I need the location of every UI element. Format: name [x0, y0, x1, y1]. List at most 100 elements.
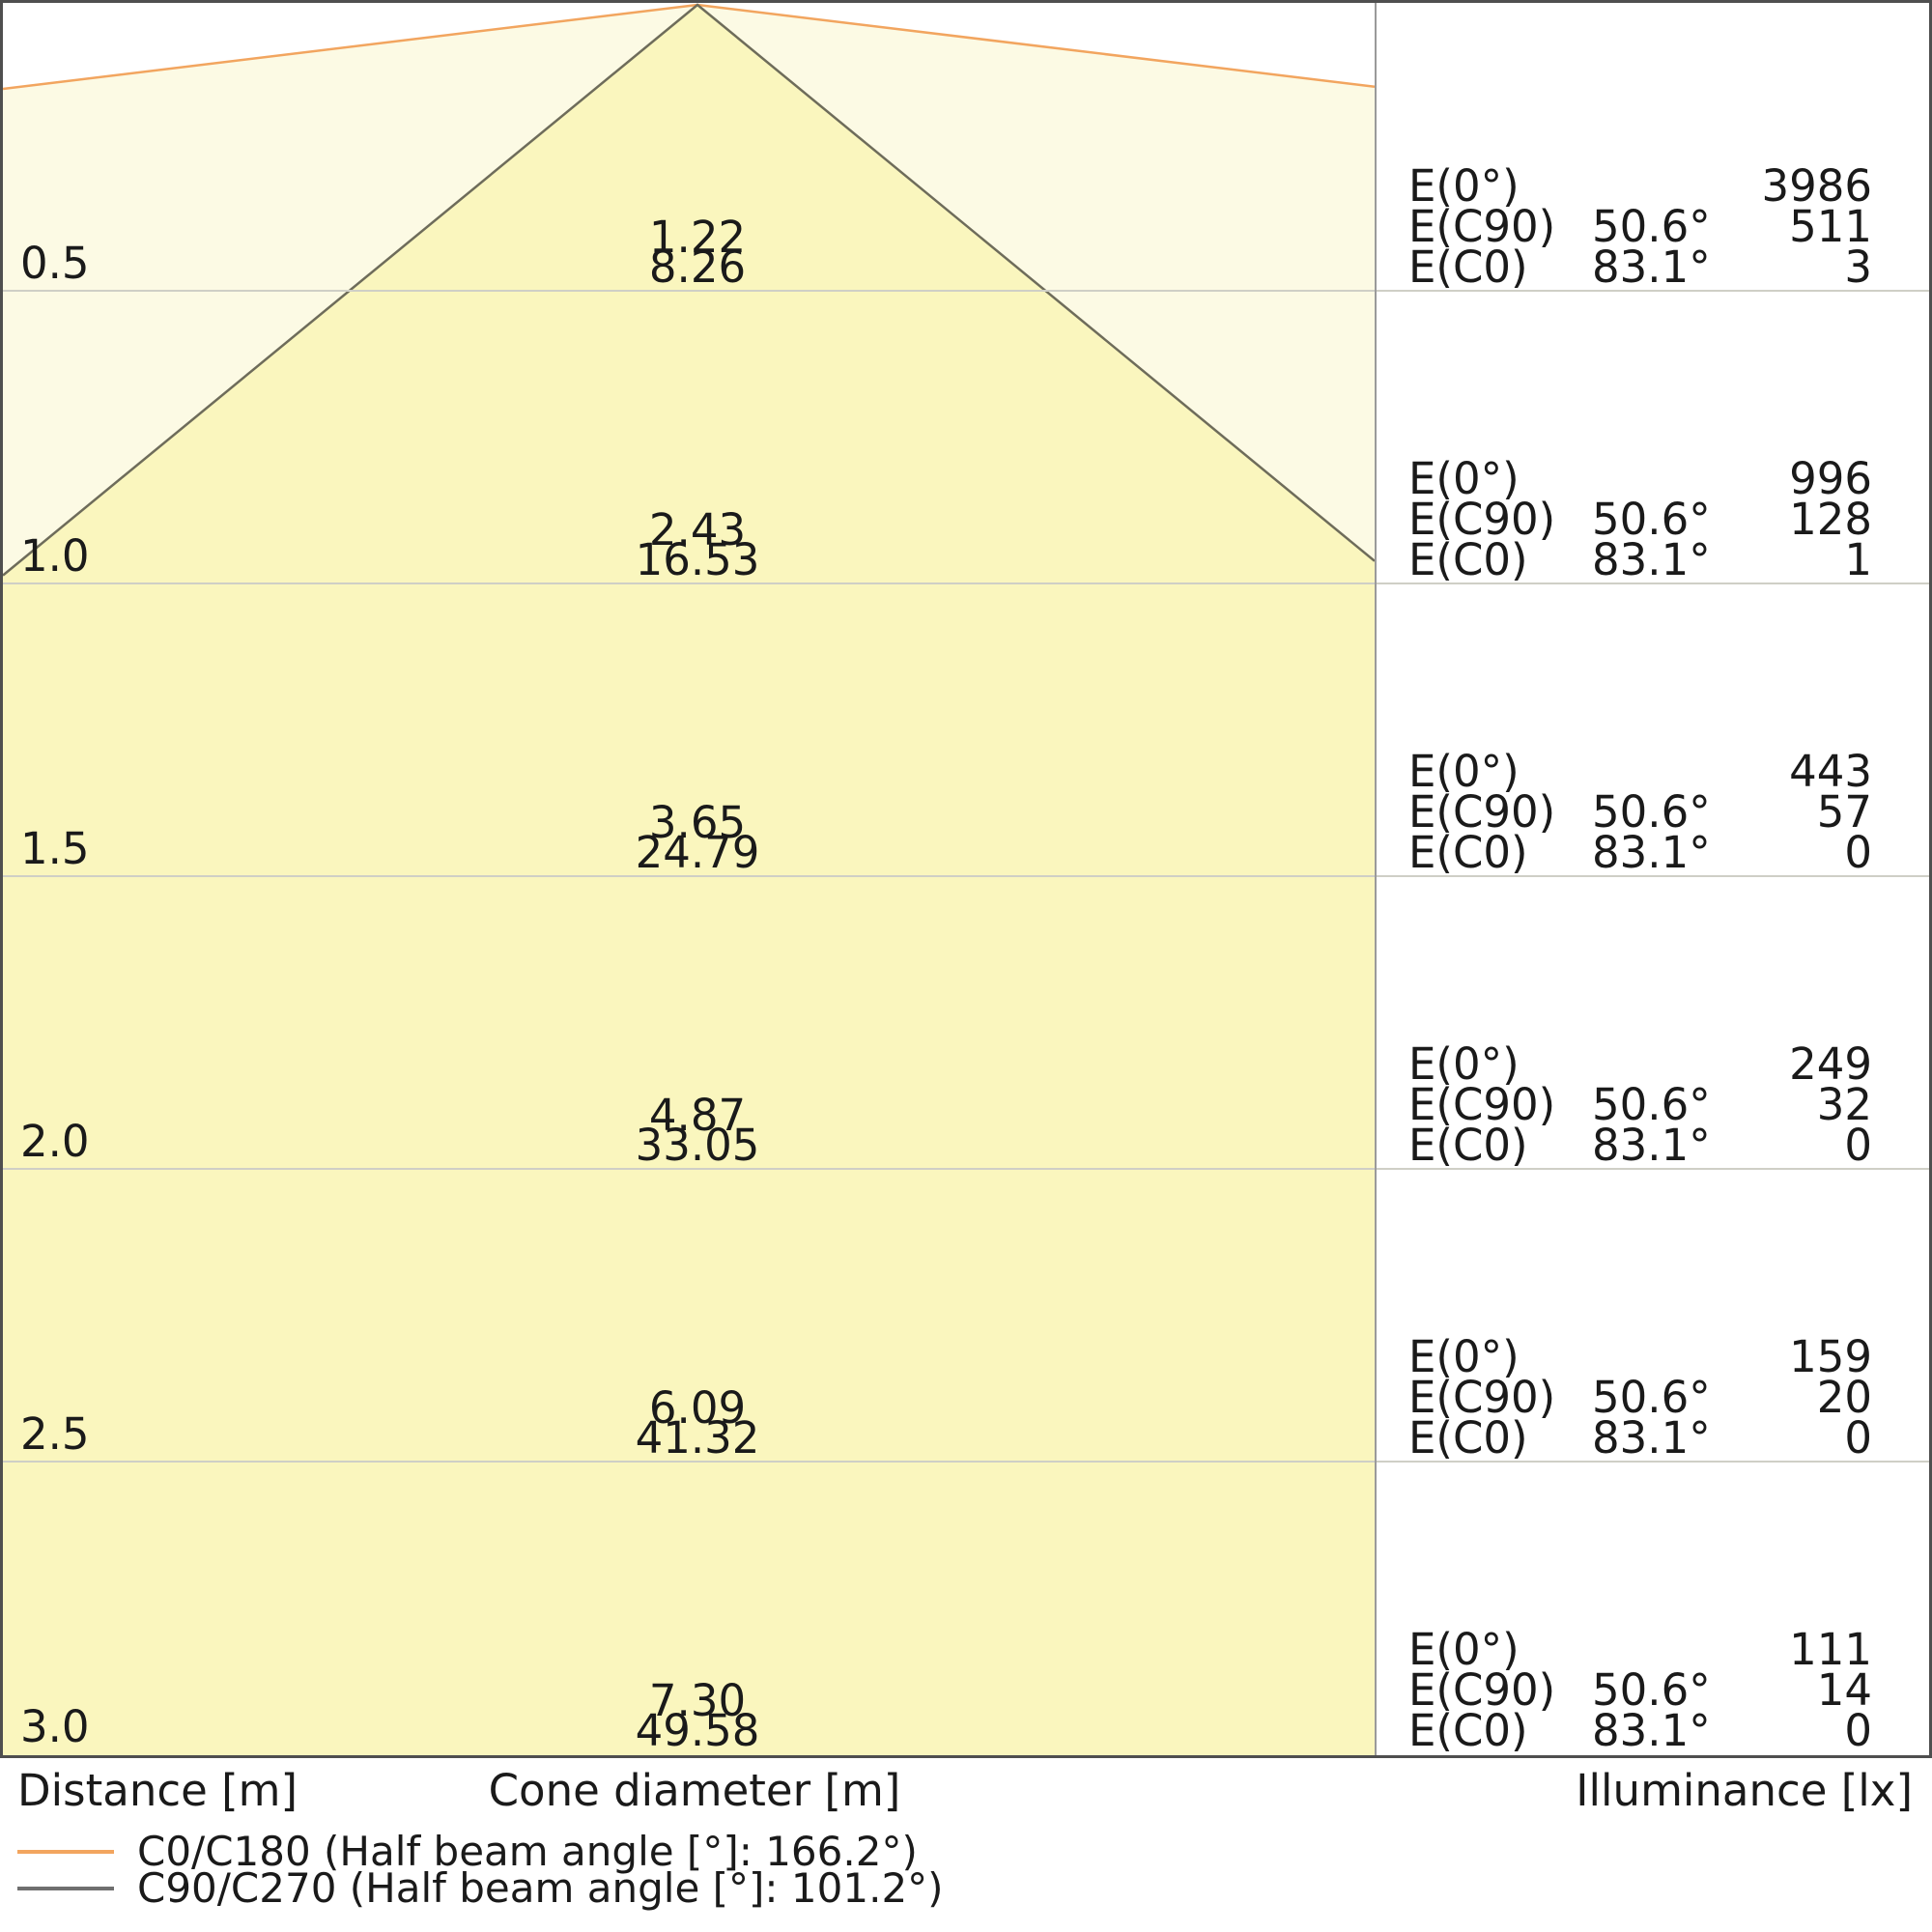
e-value: 0 — [1844, 1412, 1872, 1463]
e-angle: 50.6° — [1592, 1079, 1711, 1130]
e-angle: 50.6° — [1592, 786, 1711, 838]
e-label: E(C0) — [1408, 534, 1528, 585]
c90-line-swatch — [17, 1887, 114, 1890]
distance-row: 1.0 2.43 16.53 E(0°) 996 E(C90) 50.6° 12… — [3, 292, 1929, 584]
illuminance-line-e0: E(0°) 996 — [1408, 453, 1872, 504]
illuminance-line-ec90: E(C90) 50.6° 20 — [1408, 1372, 1872, 1423]
distance-row: 2.5 6.09 41.32 E(0°) 159 E(C90) 50.6° 20… — [3, 1170, 1929, 1463]
e-label: E(C0) — [1408, 827, 1528, 878]
axis-labels: Distance [m] Cone diameter [m] Illuminan… — [0, 1764, 1932, 1820]
cone-diameter-values: 2.43 16.53 — [635, 504, 760, 585]
e-angle: 83.1° — [1592, 1705, 1711, 1756]
illuminance-line-ec90: E(C90) 50.6° 57 — [1408, 786, 1872, 838]
cone-diameter-c90: 4.87 — [648, 1090, 747, 1141]
chart-box: 0.5 1.22 8.26 E(0°) 3986 E(C90) 50.6° 51… — [0, 0, 1932, 1758]
cone-diameter-values: 4.87 33.05 — [635, 1090, 760, 1171]
distance-label: 1.0 — [20, 530, 90, 582]
illuminance-line-ec0: E(C0) 83.1° 0 — [1408, 1705, 1872, 1756]
cone-diameter-c90: 1.22 — [648, 212, 747, 263]
e-label: E(0°) — [1408, 453, 1520, 504]
distance-label: 2.0 — [20, 1116, 90, 1167]
e-angle: 83.1° — [1592, 1120, 1711, 1171]
illuminance-axis-label: Illuminance [lx] — [1576, 1765, 1913, 1816]
distance-label: 2.5 — [20, 1408, 90, 1460]
e-label: E(C90) — [1408, 1079, 1556, 1130]
illuminance-line-ec90: E(C90) 50.6° 32 — [1408, 1079, 1872, 1130]
cone-diameter-c0: 24.79 — [635, 827, 760, 878]
e-label: E(C0) — [1408, 1412, 1528, 1463]
illuminance-block: E(0°) 249 E(C90) 50.6° 32 E(C0) 83.1° 0 — [1408, 1042, 1872, 1171]
e-value: 20 — [1816, 1372, 1872, 1423]
illuminance-block: E(0°) 111 E(C90) 50.6° 14 E(C0) 83.1° 0 — [1408, 1624, 1872, 1756]
e-value: 14 — [1816, 1664, 1872, 1716]
e-angle: 50.6° — [1592, 1664, 1711, 1716]
illuminance-block: E(0°) 159 E(C90) 50.6° 20 E(C0) 83.1° 0 — [1408, 1331, 1872, 1463]
e-angle: 83.1° — [1592, 827, 1711, 878]
e-label: E(C90) — [1408, 494, 1556, 545]
c0-line-swatch — [17, 1850, 114, 1854]
cone-diameter-c0: 33.05 — [635, 1120, 760, 1171]
e-angle: 50.6° — [1592, 201, 1711, 252]
c90-cone-fill — [3, 5, 1375, 1755]
illuminance-block: E(0°) 996 E(C90) 50.6° 128 E(C0) 83.1° 1 — [1408, 453, 1872, 585]
e-value: 0 — [1844, 827, 1872, 878]
illuminance-line-ec90: E(C90) 50.6° 511 — [1408, 201, 1872, 252]
cone-diameter-values: 7.30 49.58 — [635, 1675, 760, 1756]
cone-diameter-c0: 49.58 — [635, 1705, 760, 1756]
distance-row: 2.0 4.87 33.05 E(0°) 249 E(C90) 50.6° 32… — [3, 877, 1929, 1170]
distance-row: 1.5 3.65 24.79 E(0°) 443 E(C90) 50.6° 57… — [3, 584, 1929, 877]
cone-diameter-c90: 7.30 — [648, 1675, 747, 1726]
e-label: E(C90) — [1408, 1664, 1556, 1716]
cone-diameter-values: 1.22 8.26 — [648, 212, 747, 293]
illuminance-line-ec90: E(C90) 50.6° 14 — [1408, 1664, 1872, 1716]
e-value: 0 — [1844, 1705, 1872, 1756]
illuminance-line-e0: E(0°) 3986 — [1408, 160, 1872, 212]
illuminance-line-ec0: E(C0) 83.1° 1 — [1408, 534, 1872, 585]
e-value: 996 — [1789, 453, 1872, 504]
illuminance-column-divider — [1375, 3, 1377, 1755]
e-angle: 50.6° — [1592, 1372, 1711, 1423]
e-value: 3986 — [1761, 160, 1872, 212]
e-label: E(C90) — [1408, 786, 1556, 838]
gridline-1.0m — [3, 582, 1929, 584]
e-value: 32 — [1816, 1079, 1872, 1130]
e-label: E(C90) — [1408, 201, 1556, 252]
illuminance-line-ec0: E(C0) 83.1° 3 — [1408, 242, 1872, 293]
legend-item-c90: C90/C270 (Half beam angle [°]: 101.2°) — [17, 1868, 944, 1909]
cone-diameter-axis-label: Cone diameter [m] — [488, 1765, 901, 1816]
illuminance-line-e0: E(0°) 111 — [1408, 1624, 1872, 1675]
e-value: 128 — [1789, 494, 1872, 545]
e-label: E(0°) — [1408, 746, 1520, 797]
cone-diameter-c90: 3.65 — [648, 797, 747, 848]
gridline-2.5m — [3, 1461, 1929, 1463]
cone-diameter-c90: 6.09 — [648, 1382, 747, 1434]
cone-diameter-values: 3.65 24.79 — [635, 797, 760, 878]
e-value: 0 — [1844, 1120, 1872, 1171]
gridline-0.5m — [3, 290, 1929, 292]
e-label: E(0°) — [1408, 160, 1520, 212]
e-label: E(0°) — [1408, 1331, 1520, 1382]
e-angle: 83.1° — [1592, 242, 1711, 293]
e-value: 511 — [1789, 201, 1872, 252]
distance-label: 1.5 — [20, 823, 90, 874]
cone-diameter-values: 6.09 41.32 — [636, 1382, 760, 1460]
e-value: 159 — [1789, 1331, 1872, 1382]
illuminance-line-e0: E(0°) 249 — [1408, 1042, 1872, 1086]
e-label: E(C0) — [1408, 1120, 1528, 1171]
gridline-2.0m — [3, 1168, 1929, 1170]
e-value: 111 — [1789, 1624, 1872, 1675]
distance-label: 3.0 — [20, 1701, 90, 1752]
illuminance-line-e0: E(0°) 443 — [1408, 746, 1872, 797]
cone-diameter-c0: 16.53 — [635, 534, 760, 585]
e-label: E(C90) — [1408, 1372, 1556, 1423]
e-label: E(C0) — [1408, 242, 1528, 293]
cone-diameter-c90: 2.43 — [648, 504, 747, 555]
distance-label: 0.5 — [20, 238, 90, 289]
cone-diameter-c0: 8.26 — [648, 242, 747, 293]
e-angle: 83.1° — [1592, 1412, 1711, 1463]
e-label: E(0°) — [1408, 1624, 1520, 1675]
cone-plot — [3, 3, 1375, 1755]
c90-beam-line — [3, 3, 1375, 577]
illuminance-line-e0: E(0°) 159 — [1408, 1331, 1872, 1382]
